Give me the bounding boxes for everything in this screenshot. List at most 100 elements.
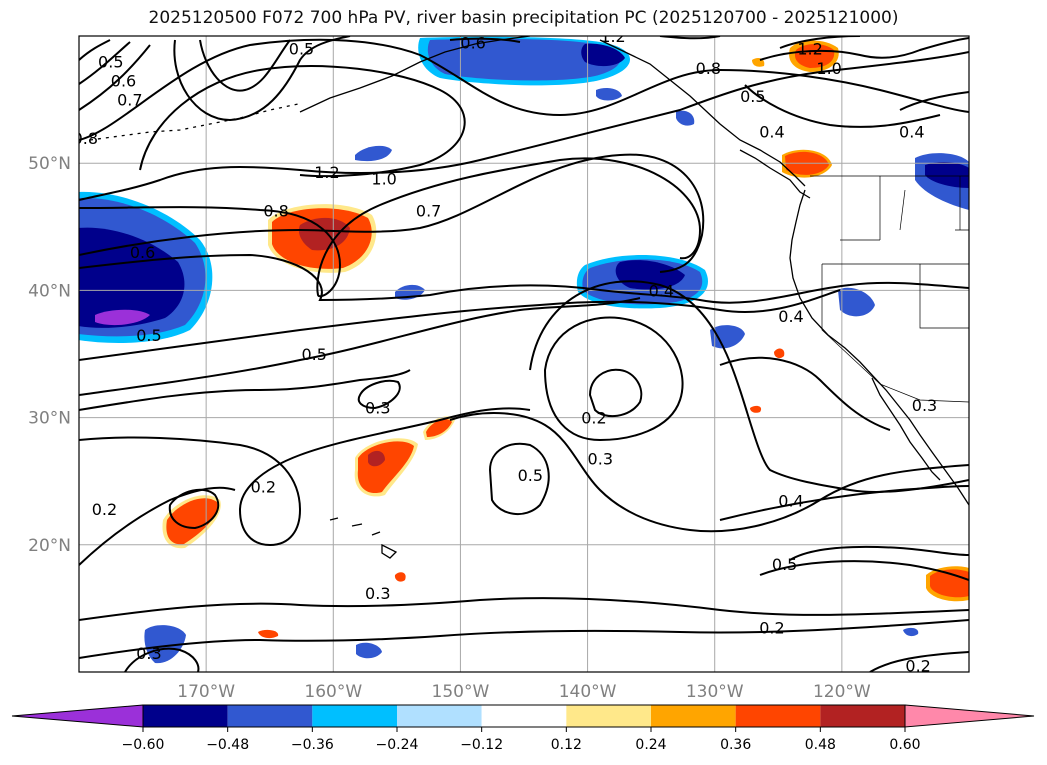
colorbar-tick-label: 0.36 xyxy=(720,737,751,753)
shade-negative-north-band-dark xyxy=(581,43,625,67)
contour-0-6-nw xyxy=(79,41,131,85)
contour-label: 0.6 xyxy=(130,243,155,262)
lon-tick-label: 140°W xyxy=(559,682,617,702)
contour-0-7-nw xyxy=(79,44,151,111)
shade-negative-west-min xyxy=(95,309,150,326)
shade-positive-2-dark xyxy=(368,450,385,467)
colorbar-swatch xyxy=(735,705,821,727)
contour-0-2-south xyxy=(79,619,969,659)
coast-alaska-panhandle xyxy=(599,39,806,187)
contour-label: 0.4 xyxy=(649,281,674,300)
shade-positive-10 xyxy=(394,572,406,582)
shade-positive-11 xyxy=(258,629,279,639)
political-borders xyxy=(810,175,969,403)
contour-label: 0.2 xyxy=(251,477,276,496)
shade-positive-3-core xyxy=(426,419,452,437)
axis-labels: 50°N 40°N 30°N 20°N 170°W 160°W 150°W 140°W 130°… xyxy=(28,154,871,702)
contour-label: 0.8 xyxy=(73,129,98,148)
lat-tick-label: 50°N xyxy=(28,154,71,174)
contour-0-6-mid xyxy=(79,253,969,304)
contour-0-3-sw-corner xyxy=(124,647,200,672)
contour-0-5-west-north xyxy=(79,39,111,61)
contour-labels: 0.50.60.70.5 0.6 1.21.21.00.80.50.4 0.40.81… xyxy=(73,27,937,672)
lon-tick-label: 150°W xyxy=(432,682,490,702)
lat-tick-label: 20°N xyxy=(28,536,71,556)
shade-negative-north-band-core xyxy=(427,38,621,81)
contour-label: 0.5 xyxy=(98,52,123,71)
shade-negative-small-4 xyxy=(838,287,875,317)
contour-0-4-se xyxy=(719,356,891,431)
coast-baja xyxy=(871,377,941,481)
contour-0-3-south xyxy=(79,597,969,621)
contour-label: 0.6 xyxy=(460,33,485,52)
contour-0-4-northeast-2 xyxy=(899,91,969,111)
contour-label: 0.2 xyxy=(92,500,117,519)
contour-label: 0.3 xyxy=(365,398,390,417)
coast-aleutians xyxy=(89,103,299,141)
contour-0-8-north xyxy=(79,38,969,141)
contour-label: 0.4 xyxy=(778,491,803,510)
colorbar-tick-label: −0.60 xyxy=(122,737,165,753)
coast-bc-islands xyxy=(739,149,811,199)
contour-label: 0.4 xyxy=(899,122,924,141)
colorbar-extend-min xyxy=(11,704,144,728)
contour-label: 1.0 xyxy=(816,59,841,78)
colorbar-swatch xyxy=(227,705,313,727)
coast-us-west xyxy=(789,189,969,506)
lon-tick-label: 170°W xyxy=(177,682,235,702)
border-states-1 xyxy=(822,176,969,329)
contour-0-6-ridge xyxy=(199,39,291,92)
lon-tick-label: 160°W xyxy=(304,682,362,702)
colorbar-swatch xyxy=(397,705,482,727)
shade-negative-small-3 xyxy=(710,325,745,349)
contour-0-3-center xyxy=(529,280,969,493)
border-states-2 xyxy=(821,189,906,385)
contour-label: 0.7 xyxy=(117,91,142,110)
colorbar-tick-label: −0.48 xyxy=(206,737,249,753)
contour-label: 0.5 xyxy=(136,326,161,345)
contour-label: 0.5 xyxy=(301,345,326,364)
contour-label: 0.3 xyxy=(912,396,937,415)
contour-0-2-loop-west xyxy=(79,407,531,547)
lon-tick-label: 120°W xyxy=(813,682,871,702)
contour-0-5-se-outer xyxy=(759,560,969,581)
contour-label: 1.0 xyxy=(371,169,396,188)
shade-negative-west-dark xyxy=(79,227,185,328)
contour-label: 0.8 xyxy=(263,201,288,220)
contour-label: 0.3 xyxy=(588,449,613,468)
contour-0-5-mid xyxy=(79,289,841,361)
contour-label: 1.2 xyxy=(600,27,625,46)
lat-tick-label: 40°N xyxy=(28,281,71,301)
contour-0-2-inner xyxy=(588,368,643,418)
colorbar-tick-label: −0.24 xyxy=(376,737,419,753)
shade-negative-small-5-dark xyxy=(925,162,969,188)
colorbar-extend-max xyxy=(904,704,1035,728)
contour-1-0-ne xyxy=(759,37,969,61)
colorbar-swatch xyxy=(820,705,905,727)
colorbar-swatch xyxy=(143,705,228,727)
colorbar-frame xyxy=(142,704,906,728)
coast-hawaii xyxy=(329,517,398,559)
shade-positive-1-dark xyxy=(298,217,350,251)
coast-alaska-south xyxy=(299,36,531,113)
lat-tick-label: 30°N xyxy=(28,409,71,429)
contour-label: 1.2 xyxy=(797,40,822,59)
contour-label: 0.5 xyxy=(740,87,765,106)
shade-negative-small-9 xyxy=(596,88,622,101)
contour-0-6-top xyxy=(449,37,521,43)
shade-positive-8 xyxy=(774,348,785,359)
contour-0-5-se xyxy=(789,545,969,561)
contour-0-4-northeast xyxy=(744,84,941,128)
colorbar-swatch xyxy=(566,705,651,727)
contour-0-2-se-corner xyxy=(869,651,969,672)
map-background xyxy=(79,36,969,672)
graticule xyxy=(79,36,969,672)
contour-label: 0.2 xyxy=(581,409,606,428)
contour-0-4-east xyxy=(719,485,969,521)
contour-label: 0.4 xyxy=(778,307,803,326)
map-content: 0.50.60.70.5 0.6 1.21.21.00.80.50.4 0.40.81… xyxy=(73,27,969,672)
shade-negative-small-8 xyxy=(903,627,919,637)
contour-0-8-mid xyxy=(79,157,702,298)
colorbar-tick-label: −0.12 xyxy=(460,737,503,753)
